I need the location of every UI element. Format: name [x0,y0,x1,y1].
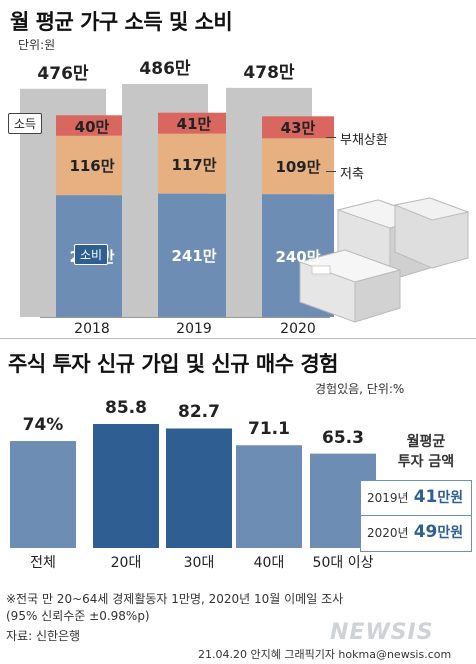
source-text: 자료: 신한은행 [6,629,81,643]
stock-value-20대: 85.8 [105,398,147,418]
chart1-title: 월 평균 가구 소득 및 소비 [10,10,233,34]
invest-panel-title-line2: 투자 금액 [397,454,455,470]
income-label-2018: 476만 [37,63,89,84]
money-stack-illustration [298,197,470,323]
income-tag: 소득 [8,113,43,134]
저축-segment-2018 [56,135,128,196]
footnote-line2: (95% 신뢰수준 ±0.98%p) [6,609,150,623]
chart2-unit: 경험있음, 단위:% [315,382,405,396]
stock-bar-전체 [10,441,76,548]
income-label-2019: 486만 [139,59,191,79]
부채상환-label-2019: 41만 [176,115,212,134]
invest-row-2020: 2020년 49만원 [367,522,463,542]
chart1-unit: 단위:원 [18,38,56,52]
newsis-logo: NEWSIS [330,620,434,645]
invest-panel-title: 월평균 투자 금액 [382,432,470,472]
legend-line-saving [326,171,336,172]
invest-amount-2019: 41 [413,487,438,507]
invest-unit-2020: 만원 [437,525,464,541]
legend-debt: 부채상환 [340,133,388,148]
부채상환-segment-2020 [262,116,334,139]
year-label-2019: 2019 [176,321,212,337]
stock-value-40대: 71.1 [248,419,290,440]
income-label-2020: 478만 [243,62,295,83]
invest-panel-box: 2019년 41만원 2020년 49만원 [360,480,472,552]
chart1-x-axis [40,317,330,318]
stock-value-50대 이상: 65.3 [322,427,364,448]
저축-label-2020: 109만 [275,158,321,177]
chart1-svg [20,84,470,323]
stock-category-20대: 20대 [110,555,142,571]
legend-line-debt [326,137,336,138]
stock-value-전체: 74% [22,415,64,436]
footnote-line1: ※전국 만 20~64세 경제활동자 1만명, 2020년 10월 이메일 조사 [6,592,344,606]
stock-category-전체: 전체 [30,555,56,571]
부채상환-label-2018: 40만 [74,117,110,136]
chart2-title: 주식 투자 신규 가입 및 신규 매수 경험 [8,352,338,376]
stock-bar-40대 [236,445,302,548]
stock-bar-30대 [166,428,232,548]
저축-segment-2019 [158,133,230,194]
year-label-2020: 2020 [280,321,316,337]
stock-category-40대: 40대 [253,555,285,571]
year-label-2018: 2018 [74,321,110,337]
부채상환-segment-2018 [56,115,128,136]
invest-year-2019: 2019년 [367,491,409,505]
소비-segment-2019 [158,193,230,317]
legend-saving: 저축 [340,167,364,182]
stock-category-50대 이상: 50대 이상 [312,555,374,571]
invest-panel-title-line1: 월평균 [406,434,446,450]
소비-label-2019: 241만 [171,247,217,266]
저축-segment-2020 [262,138,334,195]
section-divider [0,338,476,339]
stock-value-30대: 82.7 [178,402,220,423]
부채상환-label-2020: 43만 [280,119,316,138]
consumption-tag: 소비 [74,244,109,265]
소비-label-2020: 240만 [275,247,321,266]
invest-amount-2020: 49 [413,522,438,542]
stock-category-30대: 30대 [183,555,215,571]
credit-text: 21.04.20 안지혜 그래픽기자 hokma@newsis.com [198,648,452,661]
저축-label-2018: 116만 [69,157,115,176]
invest-row-2019: 2019년 41만원 [367,487,463,507]
저축-label-2019: 117만 [171,155,217,174]
invest-year-2020: 2020년 [367,526,409,540]
부채상환-segment-2019 [158,112,230,134]
stock-bar-20대 [93,424,159,548]
invest-unit-2019: 만원 [437,490,464,506]
